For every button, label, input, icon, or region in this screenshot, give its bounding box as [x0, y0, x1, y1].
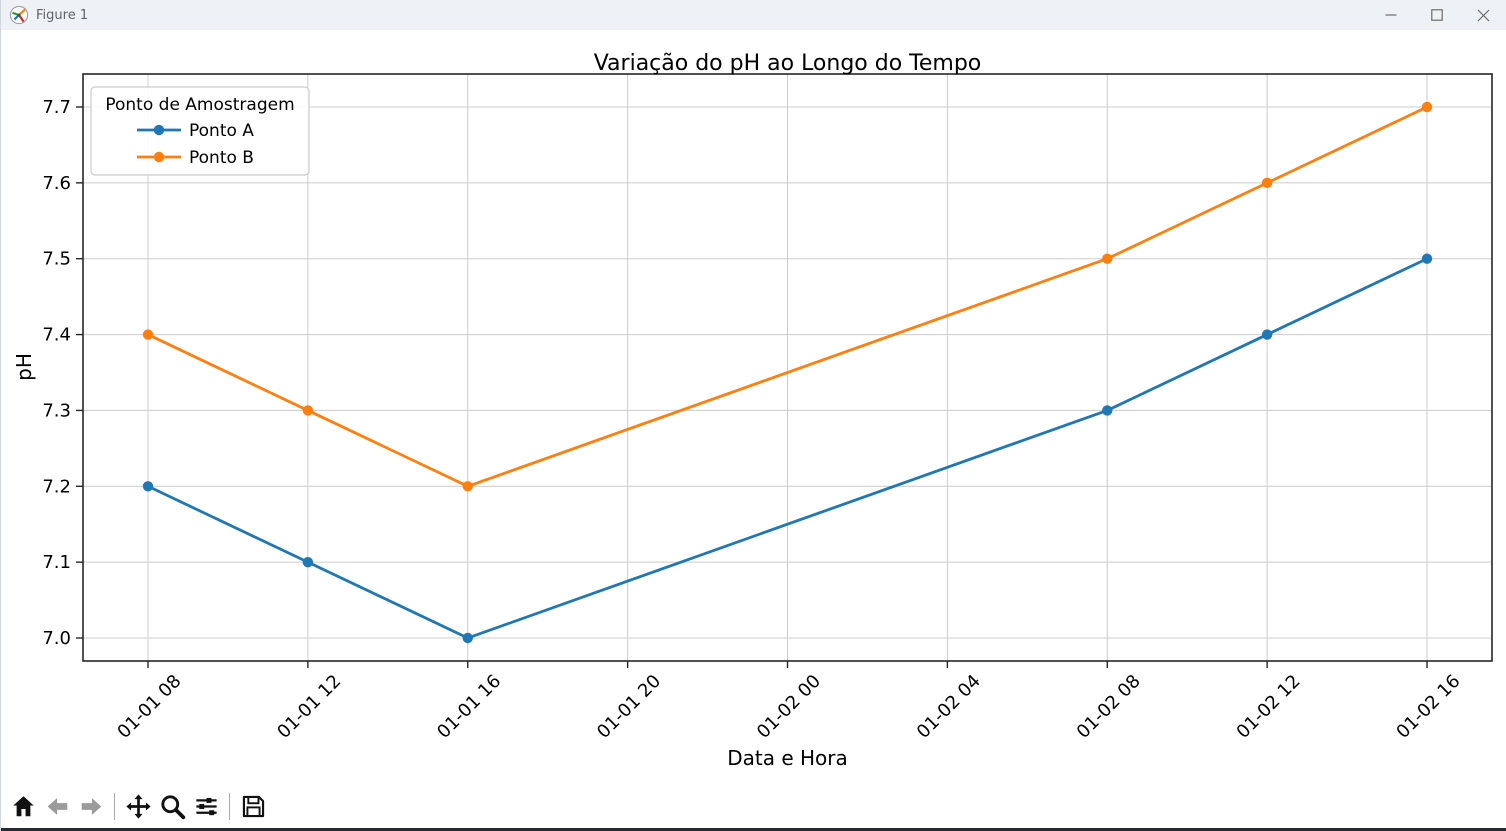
- maximize-button[interactable]: [1414, 0, 1460, 30]
- svg-text:Ponto B: Ponto B: [189, 148, 254, 168]
- svg-text:01-02 12: 01-02 12: [1233, 671, 1305, 743]
- toolbar-separator: [229, 793, 230, 820]
- sliders-icon: [195, 797, 217, 816]
- toolbar-separator: [114, 793, 115, 820]
- minimize-icon: [1385, 14, 1397, 16]
- svg-text:7.2: 7.2: [42, 476, 71, 497]
- forward-arrow-icon: [81, 798, 101, 815]
- forward-button[interactable]: [75, 790, 107, 824]
- configure-subplots-button[interactable]: [190, 790, 222, 824]
- svg-text:Variação do pH ao Longo do Tem: Variação do pH ao Longo do Tempo: [594, 51, 982, 76]
- svg-text:01-02 16: 01-02 16: [1392, 671, 1464, 743]
- save-button[interactable]: [237, 790, 269, 824]
- zoom-magnifier-icon: [160, 795, 185, 820]
- figure-canvas[interactable]: 7.0 7.1 7.2 7.3 7.4 7.5 7.6 7.7 01-01 08 01-01 12…: [1, 30, 1506, 785]
- svg-text:Ponto de Amostragem: Ponto de Amostragem: [105, 95, 294, 115]
- zoom-button[interactable]: [156, 790, 188, 824]
- save-floppy-icon: [242, 795, 264, 818]
- svg-text:01-02 00: 01-02 00: [753, 671, 825, 743]
- matplotlib-logo-icon: [9, 5, 29, 25]
- pan-button[interactable]: [122, 790, 154, 824]
- svg-text:Data e Hora: Data e Hora: [727, 746, 848, 770]
- minimize-button[interactable]: [1368, 0, 1414, 30]
- window-bottom-edge: [1, 828, 1506, 831]
- svg-text:01-02 04: 01-02 04: [913, 671, 985, 743]
- pan-icon: [125, 794, 151, 819]
- figure-canvas-area: 7.0 7.1 7.2 7.3 7.4 7.5 7.6 7.7 01-01 08 01-01 12…: [1, 30, 1506, 785]
- svg-text:Ponto A: Ponto A: [189, 121, 254, 141]
- maximize-icon: [1431, 9, 1443, 21]
- svg-text:01-01 20: 01-01 20: [593, 671, 665, 743]
- close-button[interactable]: [1460, 0, 1506, 30]
- svg-text:7.4: 7.4: [42, 325, 71, 346]
- close-icon: [1477, 9, 1489, 21]
- svg-text:7.3: 7.3: [42, 400, 71, 421]
- svg-text:pH: pH: [12, 353, 36, 381]
- svg-text:01-01 16: 01-01 16: [433, 671, 505, 743]
- svg-text:7.1: 7.1: [42, 552, 71, 573]
- svg-text:7.7: 7.7: [42, 97, 71, 118]
- back-arrow-icon: [47, 798, 67, 815]
- svg-text:01-01 08: 01-01 08: [113, 671, 185, 743]
- svg-text:7.5: 7.5: [42, 249, 71, 270]
- svg-text:01-01 12: 01-01 12: [273, 671, 345, 743]
- window-title: Figure 1: [36, 7, 89, 23]
- svg-text:01-02 08: 01-02 08: [1073, 671, 1145, 743]
- back-button[interactable]: [41, 790, 73, 824]
- navigation-toolbar: [1, 785, 1506, 828]
- svg-text:7.0: 7.0: [42, 628, 71, 649]
- titlebar: Figure 1: [1, 0, 1506, 30]
- svg-text:7.6: 7.6: [42, 173, 71, 194]
- home-icon: [12, 796, 34, 817]
- home-button[interactable]: [7, 790, 39, 824]
